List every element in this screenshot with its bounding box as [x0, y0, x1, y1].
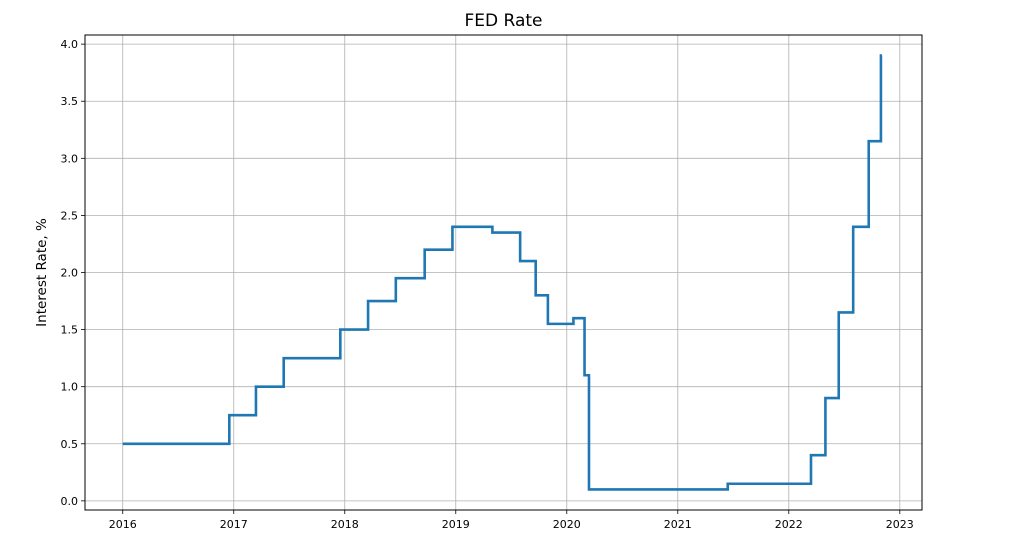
data-point: [572, 317, 575, 320]
y-tick-label: 2.5: [61, 209, 79, 222]
data-point: [339, 328, 342, 331]
data-point: [726, 482, 729, 485]
series-line: [122, 54, 883, 491]
y-tick-label: 3.5: [61, 95, 79, 108]
y-tick-label: 1.0: [61, 381, 79, 394]
y-tick-label: 3.0: [61, 152, 79, 165]
data-point: [282, 357, 285, 360]
x-tick-label: 2017: [220, 518, 248, 531]
data-point: [228, 414, 231, 417]
y-axis-label: Interest Rate, %: [34, 218, 50, 327]
data-point: [423, 248, 426, 251]
x-tick-label: 2018: [331, 518, 359, 531]
data-point: [837, 311, 840, 314]
x-axis-ticks: 2016 2017 2018 2019 2020 2021 2022 2023: [109, 510, 914, 531]
y-tick-label: 1.5: [61, 324, 79, 337]
data-point: [121, 442, 124, 445]
data-point: [451, 226, 454, 229]
chart-title: FED Rate: [465, 11, 543, 31]
x-tick-label: 2021: [664, 518, 692, 531]
data-point: [881, 54, 884, 57]
data-point: [810, 454, 813, 457]
x-tick-label: 2019: [442, 518, 470, 531]
data-point: [255, 385, 258, 388]
y-axis-ticks: 0.0 0.5 1.0 1.5 2.0 2.5 3.0 3.5 4.0: [61, 38, 85, 508]
data-point: [367, 300, 370, 303]
data-point: [867, 140, 870, 143]
grid-layer: [85, 35, 922, 510]
x-tick-label: 2016: [109, 518, 137, 531]
y-tick-label: 2.0: [61, 267, 79, 280]
x-tick-label: 2022: [775, 518, 803, 531]
data-point: [491, 231, 494, 234]
data-point: [519, 260, 522, 263]
data-point: [547, 323, 550, 326]
x-tick-label: 2020: [553, 518, 581, 531]
data-point: [852, 226, 855, 229]
series-layer: [121, 54, 884, 491]
data-point: [583, 374, 586, 377]
y-tick-label: 0.0: [61, 495, 79, 508]
data-point: [534, 294, 537, 297]
x-tick-label: 2023: [886, 518, 914, 531]
y-tick-label: 0.5: [61, 438, 79, 451]
data-point: [588, 488, 591, 491]
data-point: [824, 397, 827, 400]
y-tick-label: 4.0: [61, 38, 79, 51]
data-point: [395, 277, 398, 280]
